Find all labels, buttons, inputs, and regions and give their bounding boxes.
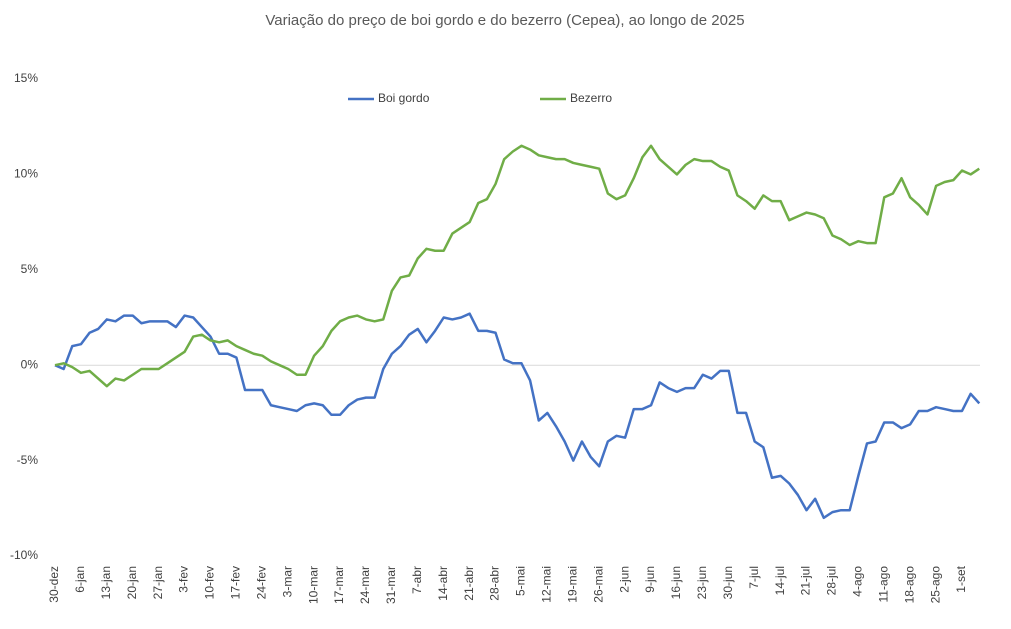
x-tick-label: 20-jan: [125, 566, 139, 599]
x-tick-label: 12-mai: [540, 566, 554, 603]
x-tick-label: 30-jun: [721, 566, 735, 599]
x-tick-label: 24-mar: [358, 566, 372, 604]
chart-title: Variação do preço de boi gordo e do beze…: [265, 12, 744, 29]
y-tick-label: -10%: [10, 548, 38, 562]
x-tick-label: 6-jan: [73, 566, 87, 593]
x-tick-label: 9-jun: [643, 566, 657, 593]
x-tick-label: 30-dez: [47, 566, 61, 603]
x-tick-label: 7-jul: [747, 566, 761, 589]
x-tick-label: 10-mar: [306, 566, 320, 604]
x-tick-label: 19-mai: [565, 566, 579, 603]
x-tick-label: 21-jul: [799, 566, 813, 595]
x-tick-label: 17-mar: [332, 566, 346, 604]
x-tick-label: 21-abr: [462, 566, 476, 601]
x-tick-label: 10-fev: [203, 566, 217, 599]
x-tick-label: 13-jan: [99, 566, 113, 599]
x-tick-label: 23-jun: [695, 566, 709, 599]
x-tick-label: 7-abr: [410, 566, 424, 594]
x-tick-label: 3-fev: [177, 566, 191, 593]
x-tick-label: 27-jan: [151, 566, 165, 599]
y-tick-label: -5%: [17, 453, 39, 467]
x-tick-label: 31-mar: [384, 566, 398, 604]
x-tick-label: 26-mai: [591, 566, 605, 603]
series-line: [54, 144, 980, 388]
x-tick-label: 28-jul: [825, 566, 839, 595]
y-tick-label: 10%: [14, 167, 38, 181]
x-tick-label: 14-jul: [773, 566, 787, 595]
x-tick-label: 16-jun: [669, 566, 683, 599]
x-tick-label: 14-abr: [436, 566, 450, 601]
legend-label: Bezerro: [570, 91, 612, 105]
x-tick-label: 18-ago: [902, 566, 916, 604]
y-tick-label: 0%: [21, 357, 39, 371]
x-tick-label: 5-mai: [514, 566, 528, 596]
x-tick-label: 24-fev: [254, 566, 268, 599]
x-tick-label: 3-mar: [280, 566, 294, 597]
x-tick-label: 2-jun: [617, 566, 631, 593]
y-tick-label: 15%: [14, 71, 38, 85]
x-tick-label: 11-ago: [876, 566, 890, 603]
x-tick-label: 4-ago: [851, 566, 865, 597]
x-tick-label: 1-set: [954, 565, 968, 592]
x-tick-label: 28-abr: [488, 566, 502, 601]
y-tick-label: 5%: [21, 262, 39, 276]
series-line: [54, 312, 981, 520]
x-tick-label: 17-fev: [229, 566, 243, 599]
legend-label: Boi gordo: [378, 91, 430, 105]
x-tick-label: 25-ago: [928, 566, 942, 604]
